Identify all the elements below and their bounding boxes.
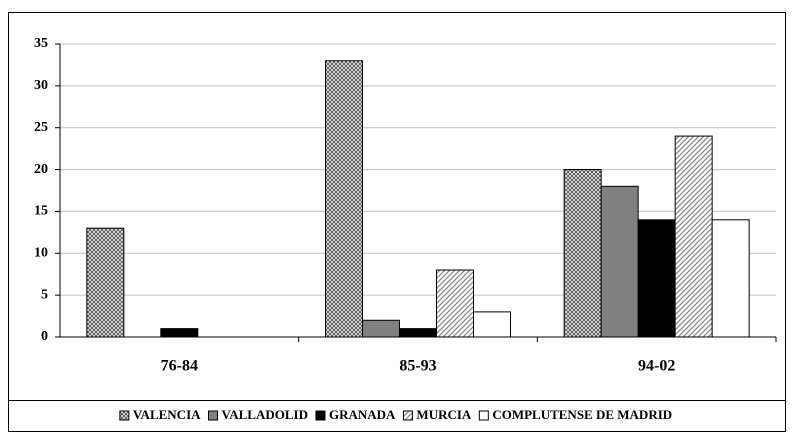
bar — [637, 219, 676, 338]
legend-swatch — [478, 410, 489, 421]
legend-swatch — [402, 410, 413, 421]
y-tick-label: 30 — [34, 78, 48, 93]
bar — [325, 60, 363, 338]
legend-label: VALLADOLID — [222, 407, 308, 422]
bar — [362, 319, 400, 338]
legend-label: VALENCIA — [133, 407, 201, 422]
y-tick-label: 10 — [34, 246, 48, 261]
x-tick-label: 94-02 — [638, 358, 675, 375]
bar — [86, 227, 125, 338]
x-tick-label: 76-84 — [161, 358, 198, 375]
bar — [399, 328, 437, 338]
legend-swatch — [315, 410, 326, 421]
y-tick-label: 15 — [34, 204, 48, 219]
bar — [563, 169, 602, 338]
legend-label: COMPLUTENSE DE MADRID — [492, 407, 672, 422]
y-tick-label: 0 — [41, 329, 48, 344]
bar — [674, 135, 713, 338]
bar — [600, 185, 639, 338]
y-tick-label: 35 — [34, 36, 48, 51]
y-tick-label: 5 — [41, 287, 48, 302]
bar — [160, 328, 199, 338]
bar — [436, 269, 474, 338]
y-tick-label: 20 — [34, 162, 48, 177]
legend-swatch — [119, 410, 130, 421]
x-tick-label: 85-93 — [399, 358, 436, 375]
y-tick-label: 25 — [34, 120, 48, 135]
bar — [473, 311, 511, 338]
legend-swatch — [208, 410, 219, 421]
legend-label: GRANADA — [329, 407, 396, 422]
bar — [711, 219, 750, 338]
legend-label: MURCIA — [416, 407, 471, 422]
